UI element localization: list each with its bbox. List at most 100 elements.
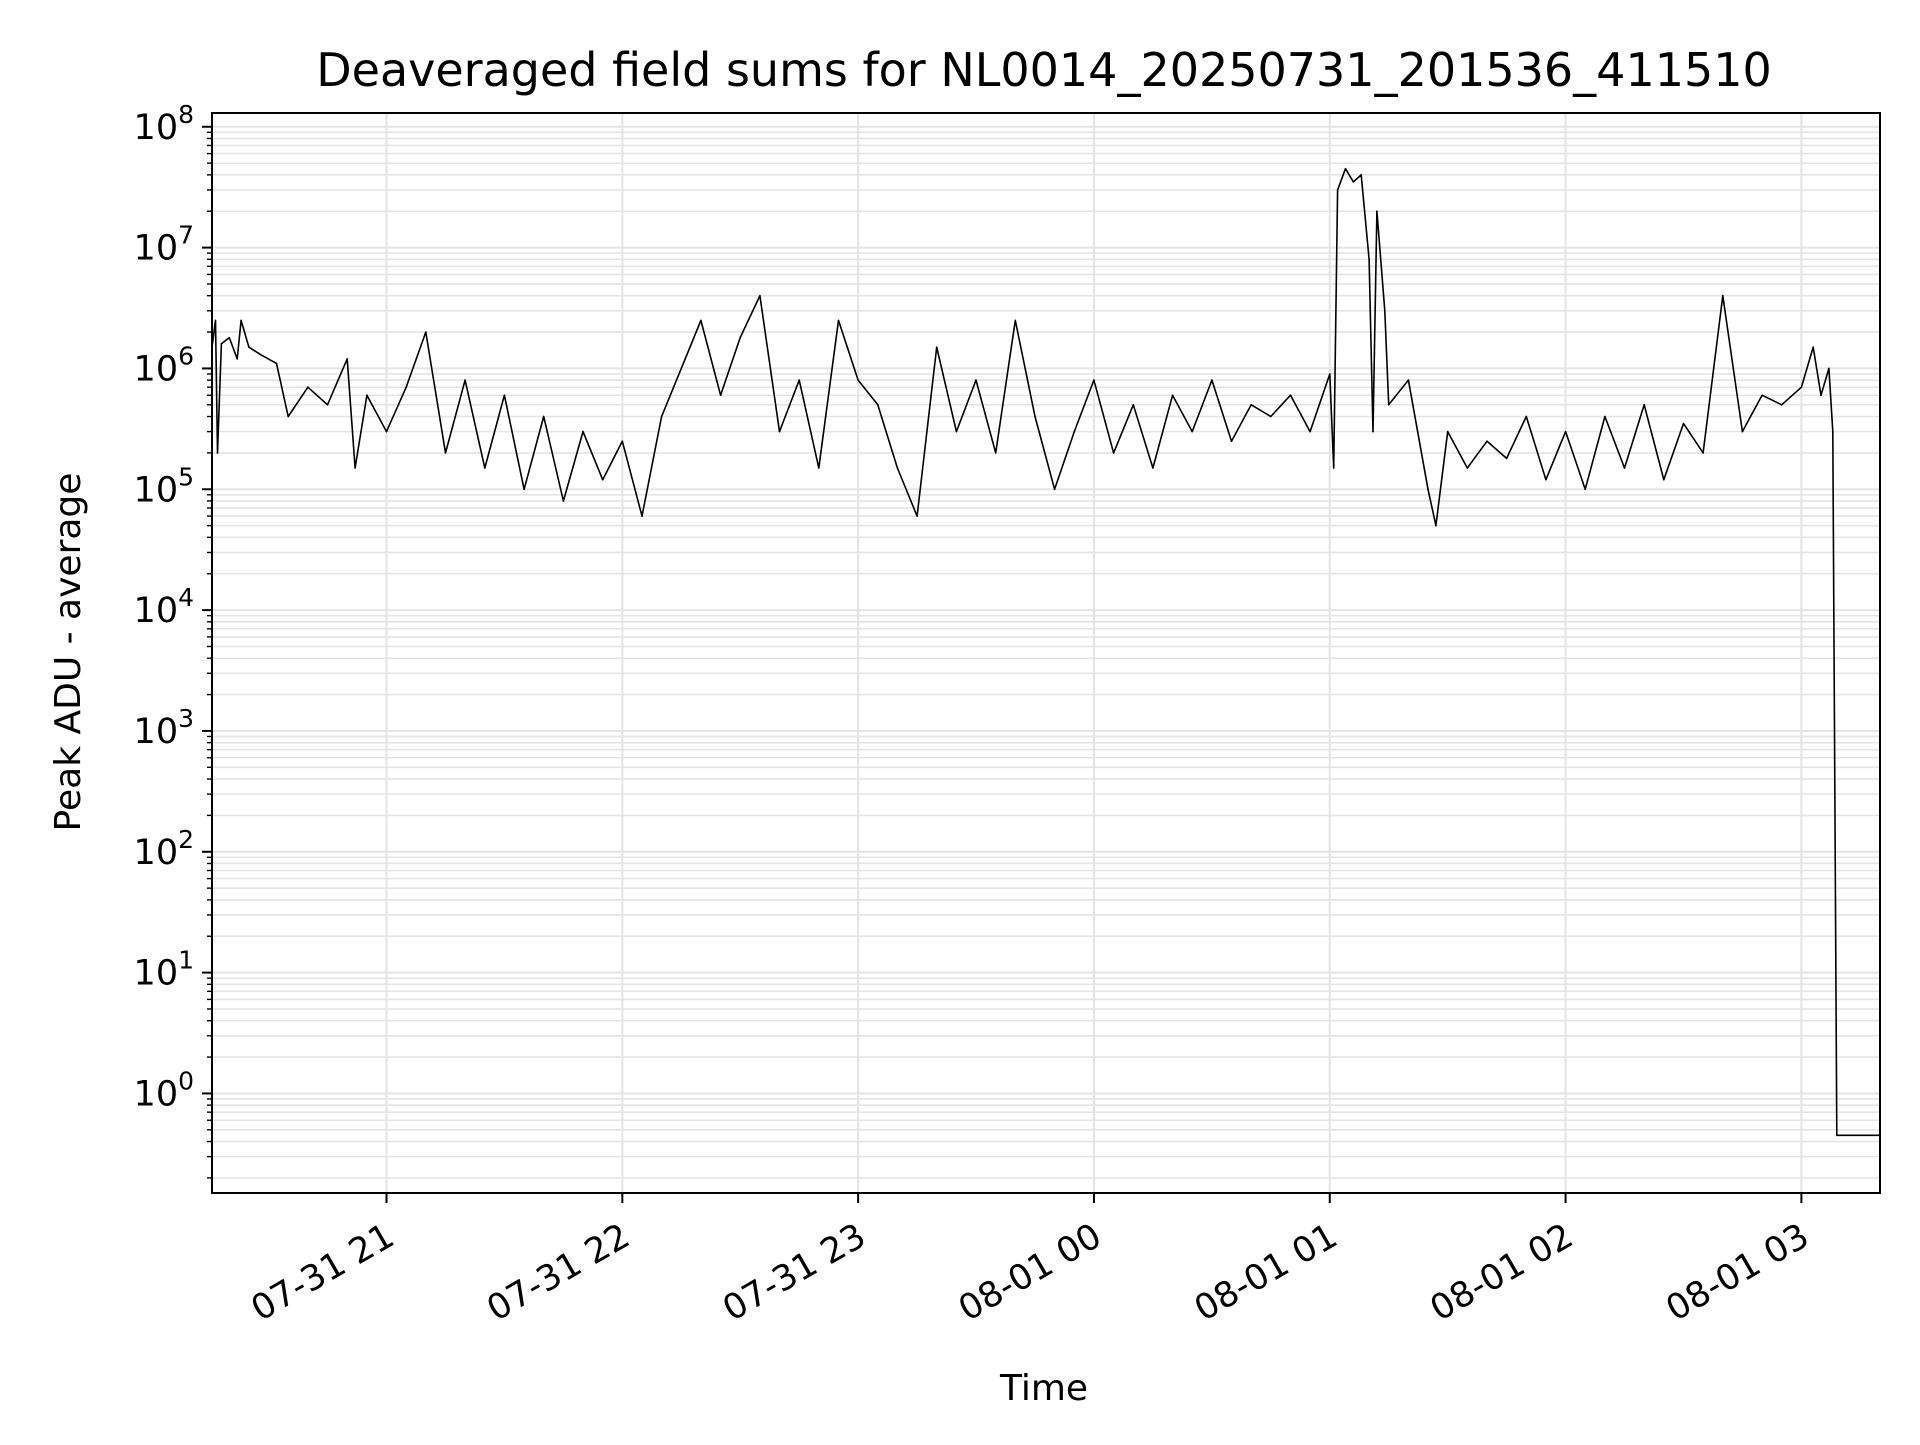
y-tick-base: 10 xyxy=(134,229,179,269)
data-point xyxy=(503,394,506,397)
data-point xyxy=(1604,415,1606,418)
data-point xyxy=(1336,189,1339,191)
data-point xyxy=(354,467,356,469)
data-point xyxy=(680,367,683,370)
data-point xyxy=(1344,167,1347,170)
y-tick-label: 104 xyxy=(134,583,194,631)
data-point xyxy=(660,415,663,418)
data-point xyxy=(228,336,231,339)
y-tick-exponent: 5 xyxy=(178,462,194,491)
data-point xyxy=(1702,452,1704,454)
y-tick-base: 10 xyxy=(134,349,179,389)
plot-frame xyxy=(211,112,1881,1194)
data-point xyxy=(719,394,722,397)
data-point xyxy=(1828,367,1830,370)
y-tick-label: 107 xyxy=(134,221,194,269)
data-point xyxy=(1112,452,1115,454)
y-tick-label: 106 xyxy=(134,341,194,389)
data-point xyxy=(857,379,859,381)
data-point xyxy=(994,452,997,454)
data-point xyxy=(385,430,388,433)
y-tick-exponent: 6 xyxy=(178,341,194,370)
data-point xyxy=(1466,467,1469,469)
data-point xyxy=(216,452,219,454)
data-point xyxy=(1741,430,1744,433)
series-layer xyxy=(211,167,1881,1137)
data-point xyxy=(366,394,368,397)
y-tick-base: 10 xyxy=(134,954,179,994)
y-tick-exponent: 3 xyxy=(178,704,194,733)
data-point xyxy=(1545,478,1547,481)
y-axis-label: Peak ADU - average xyxy=(48,473,89,832)
data-point xyxy=(1682,422,1685,425)
data-point xyxy=(1250,404,1252,406)
data-point xyxy=(405,386,408,389)
data-point xyxy=(818,467,820,469)
data-point xyxy=(1132,404,1135,406)
data-point xyxy=(1446,430,1449,433)
data-point xyxy=(1230,440,1233,443)
data-point xyxy=(236,358,238,360)
data-point xyxy=(248,346,250,349)
y-tick-label: 102 xyxy=(134,825,194,873)
data-point xyxy=(1663,478,1665,481)
data-point xyxy=(1820,394,1822,397)
y-tick-base: 10 xyxy=(134,833,179,873)
data-point xyxy=(523,488,525,491)
data-point xyxy=(1384,310,1386,312)
data-point xyxy=(1372,430,1374,433)
data-point xyxy=(214,319,217,322)
data-point xyxy=(1332,467,1335,469)
data-point xyxy=(542,415,545,418)
data-point xyxy=(1376,210,1378,212)
y-tick-exponent: 8 xyxy=(178,100,194,129)
data-point xyxy=(1722,294,1724,297)
data-point xyxy=(1093,379,1095,381)
y-tick-base: 10 xyxy=(134,712,179,752)
data-point xyxy=(346,358,349,360)
data-point xyxy=(1053,488,1056,491)
data-point xyxy=(484,467,486,469)
data-point xyxy=(1525,415,1528,418)
data-point xyxy=(1832,430,1834,433)
data-point xyxy=(444,452,447,454)
data-point xyxy=(837,319,840,322)
data-point xyxy=(641,515,643,517)
data-point xyxy=(1407,379,1410,381)
data-point xyxy=(739,336,741,339)
data-point xyxy=(877,404,879,406)
data-point xyxy=(1171,394,1174,397)
data-point xyxy=(1073,430,1076,433)
data-point xyxy=(1584,488,1586,491)
data-point xyxy=(1309,430,1311,433)
data-point xyxy=(798,379,800,381)
data-point xyxy=(1152,467,1154,469)
data-point xyxy=(259,353,262,356)
data-point xyxy=(1329,373,1331,375)
data-point xyxy=(326,404,329,406)
data-point xyxy=(1505,457,1508,460)
y-tick-exponent: 4 xyxy=(178,583,194,612)
data-point xyxy=(464,379,466,381)
data-point xyxy=(1564,430,1567,433)
data-point xyxy=(425,331,427,333)
data-point xyxy=(1368,258,1370,261)
data-point xyxy=(1435,524,1437,527)
y-tick-label: 105 xyxy=(134,462,194,510)
y-tick-base: 10 xyxy=(134,591,179,631)
data-point xyxy=(778,430,781,433)
y-tick-label: 108 xyxy=(134,100,194,148)
y-tick-exponent: 7 xyxy=(178,221,194,250)
data-point xyxy=(1289,394,1292,397)
y-tick-base: 10 xyxy=(134,1074,179,1114)
data-point xyxy=(759,294,761,297)
chart-title: Deaveraged field sums for NL0014_2025073… xyxy=(316,43,1772,97)
data-point xyxy=(1191,430,1193,433)
data-point xyxy=(562,500,565,502)
data-point xyxy=(582,430,584,433)
data-point xyxy=(935,346,938,349)
data-point xyxy=(307,386,309,389)
